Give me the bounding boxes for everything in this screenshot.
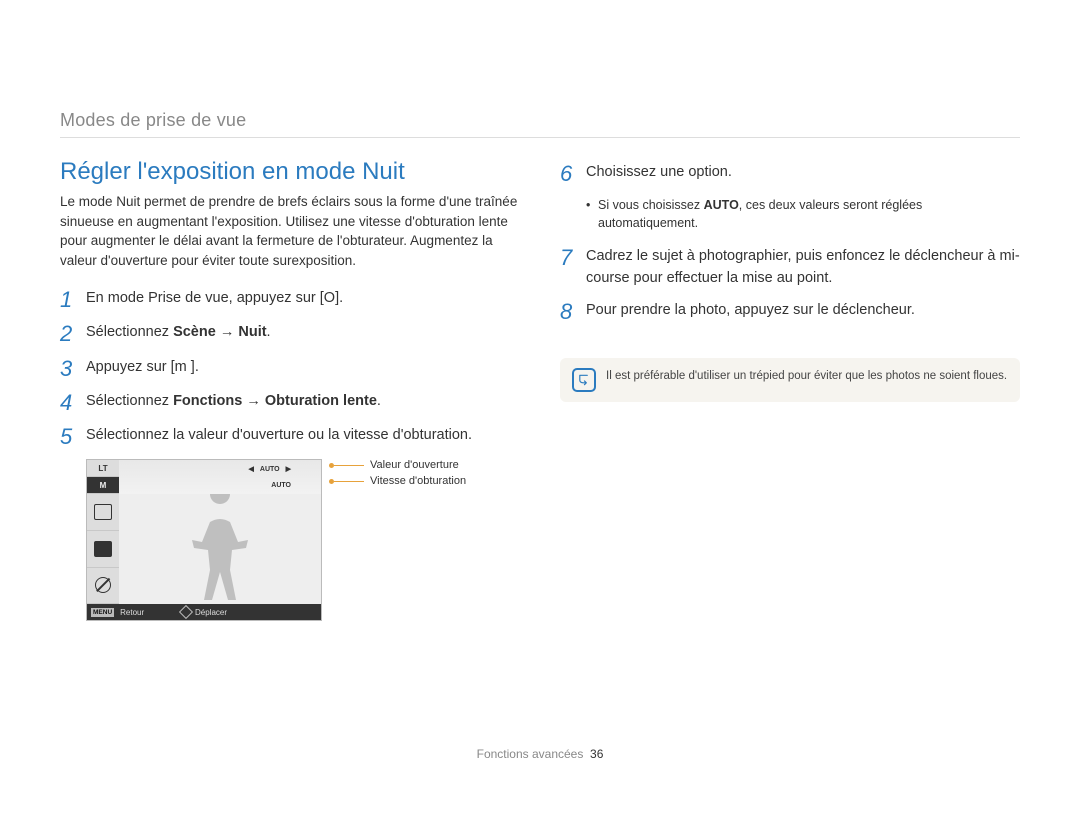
step-6: 6 Choisissez une option.	[560, 162, 1020, 186]
step-text: En mode Prise de vue, appuyez sur [O].	[86, 288, 343, 310]
step-number: 1	[60, 288, 86, 312]
step-1: 1 En mode Prise de vue, appuyez sur [O].	[60, 288, 520, 312]
menu-name: Fonctions	[173, 393, 242, 409]
text: Sélectionnez	[86, 393, 173, 409]
text: .	[377, 393, 381, 409]
text: ].	[335, 290, 343, 306]
shutter-selector: AUTO	[271, 478, 291, 492]
camera-screenshot: LT M ◀ AUTO ▶ AUTO	[86, 459, 520, 621]
menu-name: Obturation lente	[265, 393, 377, 409]
step-text: Cadrez le sujet à photographier, puis en…	[586, 246, 1020, 290]
m-badge: M	[87, 477, 119, 494]
callout-text: Valeur d'ouverture	[370, 459, 459, 471]
auto-label: AUTO	[260, 466, 280, 473]
right-column: 6 Choisissez une option. Si vous choisis…	[560, 158, 1020, 621]
note-icon	[572, 368, 596, 392]
step-number: 7	[560, 246, 586, 270]
button-ref: m	[175, 359, 187, 375]
step-text: Sélectionnez la valeur d'ouverture ou la…	[86, 425, 472, 447]
text: Si vous choisissez	[598, 198, 704, 212]
step-6-bullet: Si vous choisissez AUTO, ces deux valeur…	[586, 196, 1020, 232]
dpad-icon	[179, 605, 193, 619]
retour-label: Retour	[120, 608, 144, 617]
step-number: 2	[60, 322, 86, 346]
section-title: Régler l'exposition en mode Nuit	[60, 158, 520, 186]
note-box: Il est préférable d'utiliser un trépied …	[560, 358, 1020, 402]
note-text: Il est préférable d'utiliser un trépied …	[606, 368, 1007, 384]
arrow: →	[216, 324, 239, 340]
step-number: 8	[560, 300, 586, 324]
chevron-right-icon: ▶	[286, 465, 291, 473]
step-5: 5 Sélectionnez la valeur d'ouverture ou …	[60, 425, 520, 449]
callout-line-icon	[334, 465, 364, 466]
footer-section: Fonctions avancées	[477, 747, 584, 761]
step-number: 5	[60, 425, 86, 449]
aperture-selector: ◀ AUTO ▶	[249, 462, 292, 476]
callout-aperture: Valeur d'ouverture	[334, 459, 466, 471]
text: ].	[187, 359, 199, 375]
auto-bold: AUTO	[704, 198, 739, 212]
step-7: 7 Cadrez le sujet à photographier, puis …	[560, 246, 1020, 290]
person-silhouette-icon	[185, 494, 255, 604]
step-4: 4 Sélectionnez Fonctions → Obturation le…	[60, 391, 520, 415]
intro-paragraph: Le mode Nuit permet de prendre de brefs …	[60, 192, 520, 270]
step-text: Pour prendre la photo, appuyez sur le dé…	[586, 300, 915, 322]
frame-icon	[87, 531, 119, 568]
menu-name: Nuit	[238, 324, 266, 340]
step-2: 2 Sélectionnez Scène → Nuit.	[60, 322, 520, 346]
lt-badge: LT	[87, 460, 119, 477]
step-text: Sélectionnez Fonctions → Obturation lent…	[86, 391, 381, 413]
menu-name: Scène	[173, 324, 216, 340]
page-number: 36	[590, 747, 603, 761]
callout-text: Vitesse d'obturation	[370, 475, 466, 487]
text: Sélectionnez	[86, 324, 173, 340]
step-text: Appuyez sur [m ].	[86, 357, 199, 379]
callout-shutter: Vitesse d'obturation	[334, 475, 466, 487]
left-column: Régler l'exposition en mode Nuit Le mode…	[60, 158, 520, 621]
disabled-icon	[87, 568, 119, 605]
step-8: 8 Pour prendre la photo, appuyez sur le …	[560, 300, 1020, 324]
step-number: 4	[60, 391, 86, 415]
arrow: →	[242, 393, 265, 409]
button-ref: O	[324, 290, 335, 306]
step-3: 3 Appuyez sur [m ].	[60, 357, 520, 381]
step-text: Choisissez une option.	[586, 162, 732, 184]
flash-icon	[87, 494, 119, 531]
step-number: 3	[60, 357, 86, 381]
callout-line-icon	[334, 481, 364, 482]
deplacer-label: Déplacer	[195, 608, 227, 617]
step-number: 6	[560, 162, 586, 186]
step-text: Sélectionnez Scène → Nuit.	[86, 322, 271, 344]
breadcrumb: Modes de prise de vue	[60, 110, 1020, 138]
page-footer: Fonctions avancées 36	[0, 747, 1080, 761]
camera-ui: LT M ◀ AUTO ▶ AUTO	[86, 459, 322, 621]
chevron-left-icon: ◀	[249, 465, 254, 473]
text: Appuyez sur [	[86, 359, 175, 375]
text: En mode Prise de vue, appuyez sur [	[86, 290, 324, 306]
auto-label: AUTO	[271, 482, 291, 489]
text: .	[267, 324, 271, 340]
menu-badge: MENU	[91, 608, 114, 617]
camera-footer: MENU Retour Déplacer	[87, 604, 321, 620]
